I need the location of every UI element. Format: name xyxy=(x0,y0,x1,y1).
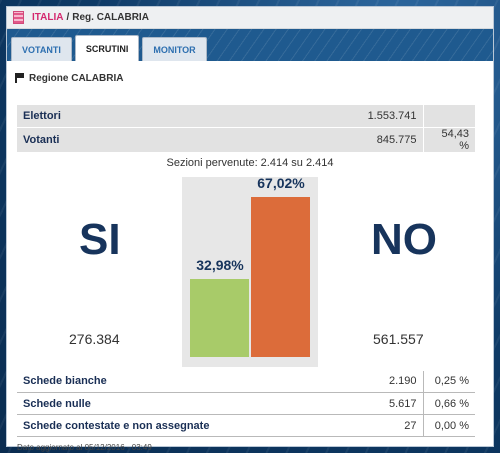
update-timestamp: Dato aggiornato al 05/12/2016 - 03:49 xyxy=(17,443,152,452)
votanti-pct: 54,43 % xyxy=(422,127,475,153)
si-label: SI xyxy=(79,214,121,264)
table-row: Schede contestate e non assegnate 27 0,0… xyxy=(17,414,475,437)
schede-nulle-pct: 0,66 % xyxy=(422,392,475,415)
schede-contestate-label: Schede contestate e non assegnate xyxy=(17,414,313,437)
votanti-value: 845.775 xyxy=(313,127,423,153)
bar-no xyxy=(251,196,310,357)
schede-contestate-pct: 0,00 % xyxy=(422,414,475,437)
region-title: Regione CALABRIA xyxy=(29,72,124,84)
breadcrumb-separator: / xyxy=(66,12,70,23)
schede-nulle-value: 5.617 xyxy=(313,392,423,415)
elettori-label: Elettori xyxy=(17,105,313,128)
breadcrumb: ITALIA / Reg. CALABRIA xyxy=(7,7,493,29)
schede-bianche-label: Schede bianche xyxy=(17,370,313,393)
schede-contestate-value: 27 xyxy=(313,414,423,437)
votanti-label: Votanti xyxy=(17,127,313,153)
flag-icon xyxy=(15,73,25,83)
tab-votanti[interactable]: VOTANTI xyxy=(11,37,72,61)
tab-scrutini[interactable]: SCRUTINI xyxy=(74,35,140,61)
result-area: SI NO 276.384 561.557 32,98% 67,02% xyxy=(7,173,493,369)
schede-bianche-pct: 0,25 % xyxy=(422,370,475,393)
bar-si-pct-label: 32,98% xyxy=(196,256,244,273)
schede-nulle-label: Schede nulle xyxy=(17,392,313,415)
table-row: Elettori 1.553.741 xyxy=(17,105,475,128)
bar-si xyxy=(190,278,249,357)
sezioni-text: Sezioni pervenute: 2.414 su 2.414 xyxy=(166,156,334,169)
region-flag-icon xyxy=(13,11,24,24)
table-row: Votanti 845.775 54,43 % xyxy=(17,127,475,153)
region-heading: Regione CALABRIA xyxy=(7,65,493,91)
elettori-pct xyxy=(422,105,475,128)
no-label: NO xyxy=(371,214,437,264)
breadcrumb-current: Reg. CALABRIA xyxy=(72,12,149,23)
results-panel: ITALIA / Reg. CALABRIA VOTANTI SCRUTINI … xyxy=(6,6,494,452)
schede-table: Schede bianche 2.190 0,25 % Schede nulle… xyxy=(17,370,475,437)
tab-bar: VOTANTI SCRUTINI MONITOR xyxy=(7,29,493,61)
table-row: Schede bianche 2.190 0,25 % xyxy=(17,370,475,393)
bar-no-pct-label: 67,02% xyxy=(257,174,305,191)
table-row: Schede nulle 5.617 0,66 % xyxy=(17,392,475,415)
turnout-table: Elettori 1.553.741 Votanti 845.775 54,43… xyxy=(17,105,475,153)
si-count: 276.384 xyxy=(69,330,120,347)
breadcrumb-italia-link[interactable]: ITALIA xyxy=(32,12,64,23)
elettori-value: 1.553.741 xyxy=(313,105,423,128)
tab-monitor[interactable]: MONITOR xyxy=(142,37,207,61)
schede-bianche-value: 2.190 xyxy=(313,370,423,393)
result-bar-chart: 32,98% 67,02% xyxy=(182,174,318,367)
no-count: 561.557 xyxy=(373,330,424,347)
